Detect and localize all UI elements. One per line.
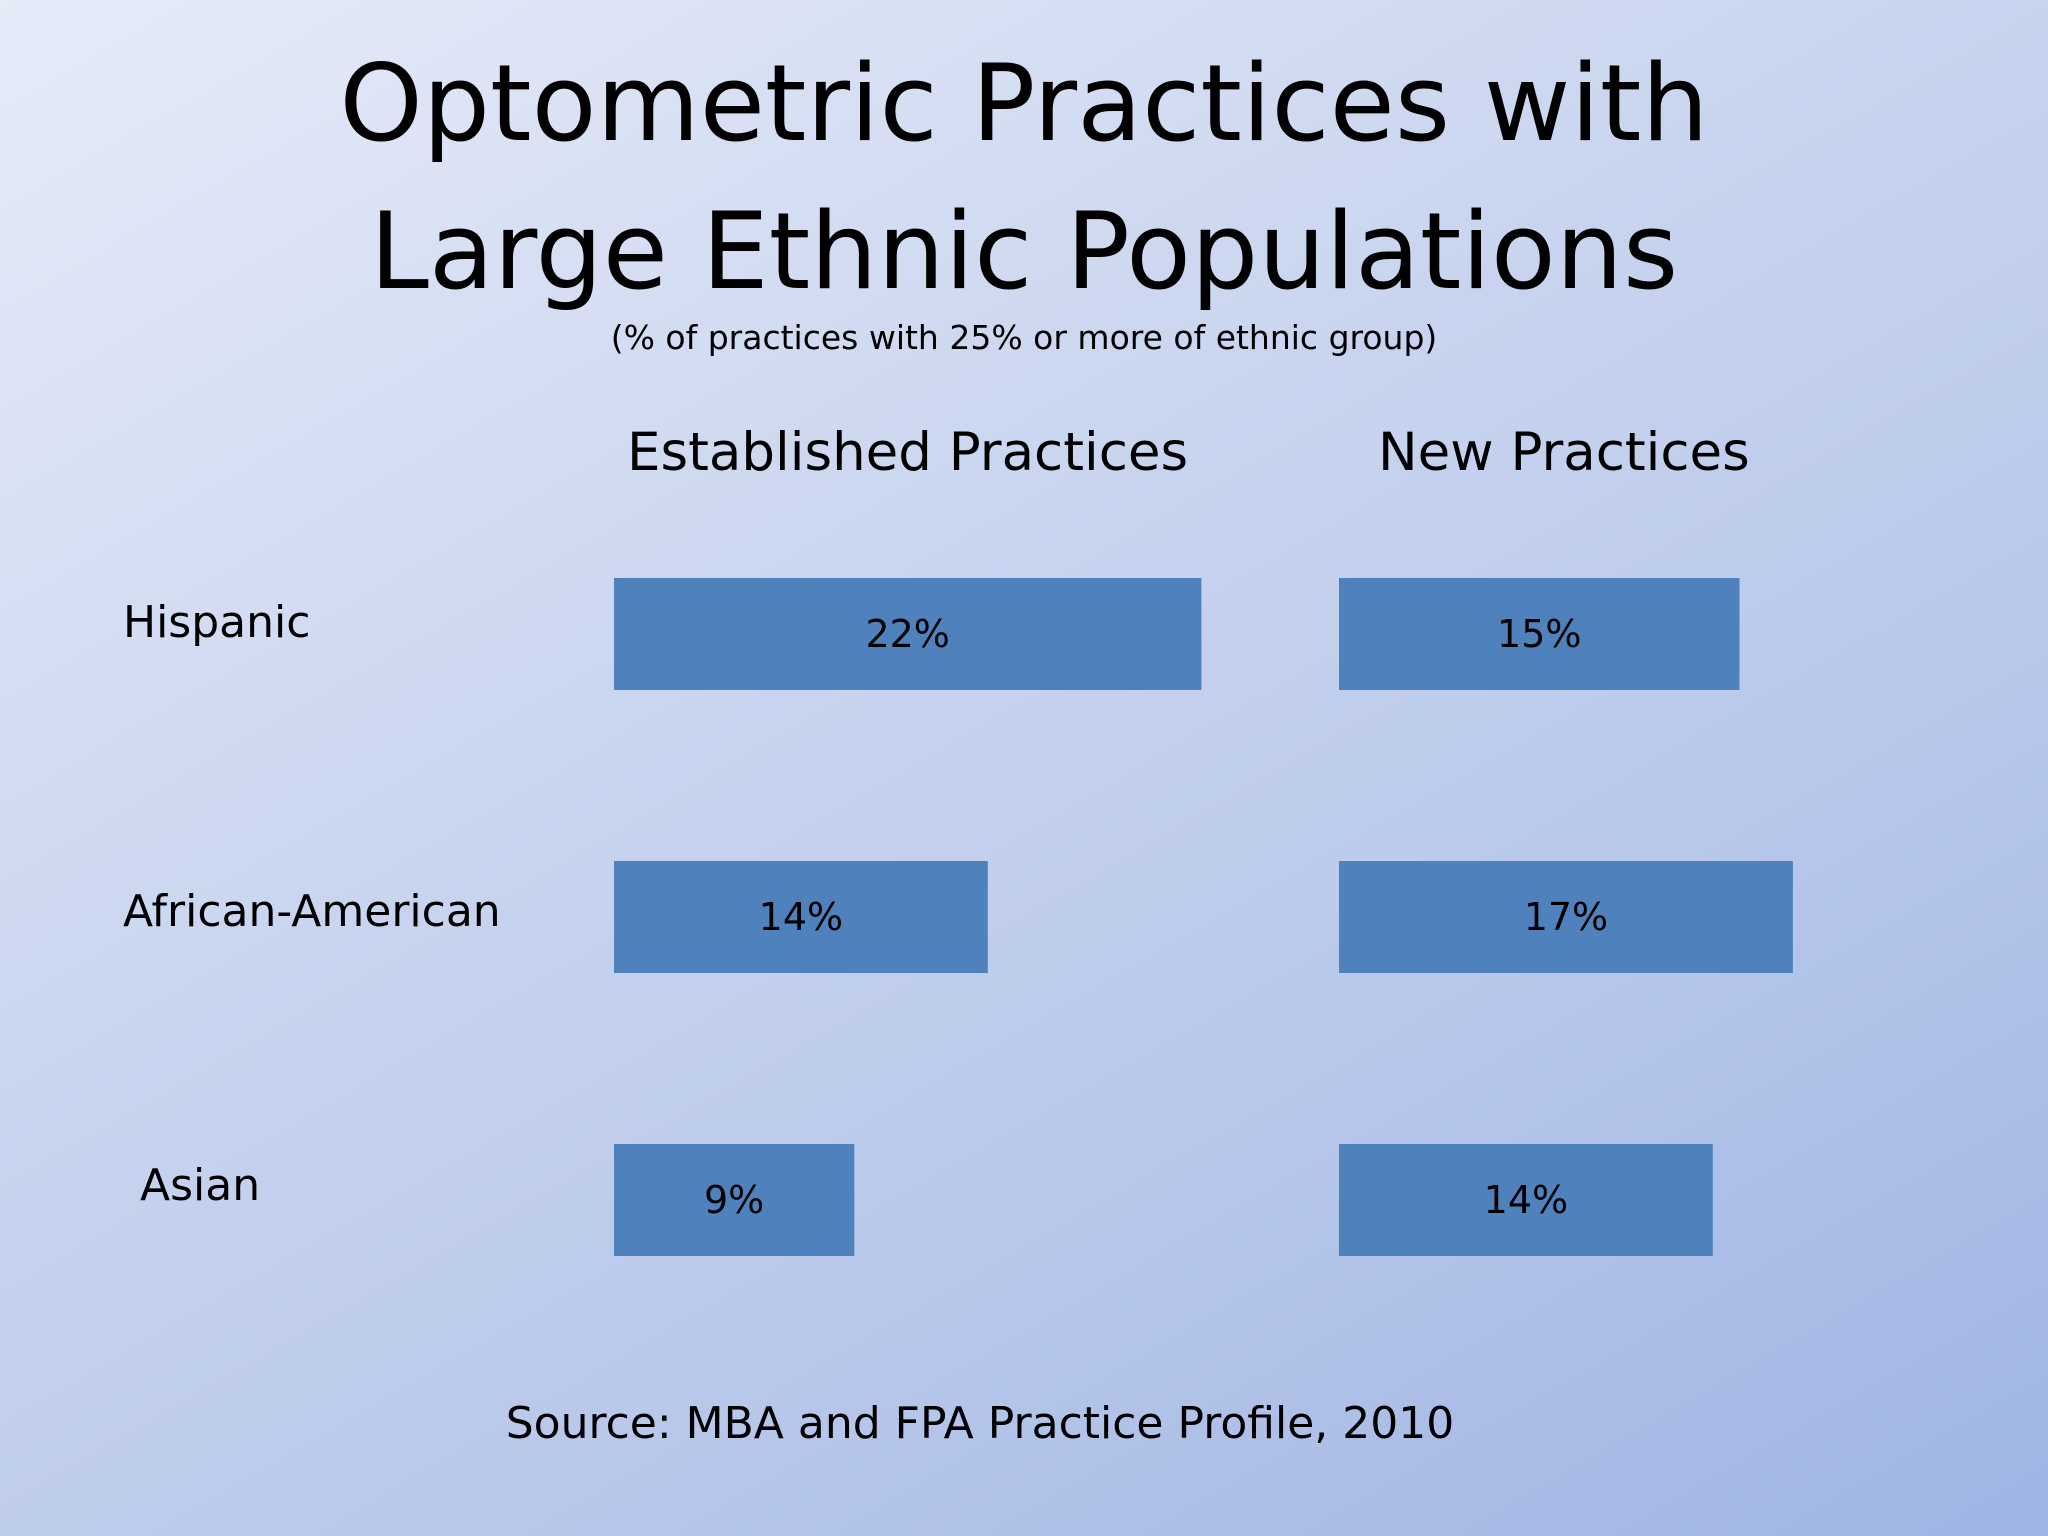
category-label-african-american: African-American xyxy=(123,886,501,937)
series-header-established-practices: Established Practices xyxy=(627,422,1189,483)
slide-title-line-2: Large Ethnic Populations xyxy=(369,190,1679,313)
bar-established-practices-hispanic xyxy=(614,578,1202,690)
bar-established-practices-african-american xyxy=(614,861,988,973)
source-note: Source: MBA and FPA Practice Profile, 20… xyxy=(505,1398,1455,1449)
bar-new-practices-african-american xyxy=(1339,861,1793,973)
category-label-hispanic: Hispanic xyxy=(123,597,311,648)
bar-established-practices-asian xyxy=(614,1144,855,1256)
bar-label-new-practices-african-american: 17% xyxy=(1524,895,1608,939)
bar-label-established-practices-hispanic: 22% xyxy=(865,612,949,656)
slide-title-line-1: Optometric Practices with xyxy=(339,42,1709,165)
slide-title: Optometric Practices with Large Ethnic P… xyxy=(0,30,2048,326)
bar-label-new-practices-asian: 14% xyxy=(1484,1178,1568,1222)
slide-subtitle: (% of practices with 25% or more of ethn… xyxy=(610,318,1438,357)
bar-label-established-practices-asian: 9% xyxy=(704,1178,764,1222)
category-label-asian: Asian xyxy=(140,1160,261,1211)
bar-new-practices-hispanic xyxy=(1339,578,1740,690)
bar-label-new-practices-hispanic: 15% xyxy=(1497,612,1581,656)
bar-label-established-practices-african-american: 14% xyxy=(759,895,843,939)
bar-new-practices-asian xyxy=(1339,1144,1713,1256)
series-header-new-practices: New Practices xyxy=(1378,422,1750,483)
